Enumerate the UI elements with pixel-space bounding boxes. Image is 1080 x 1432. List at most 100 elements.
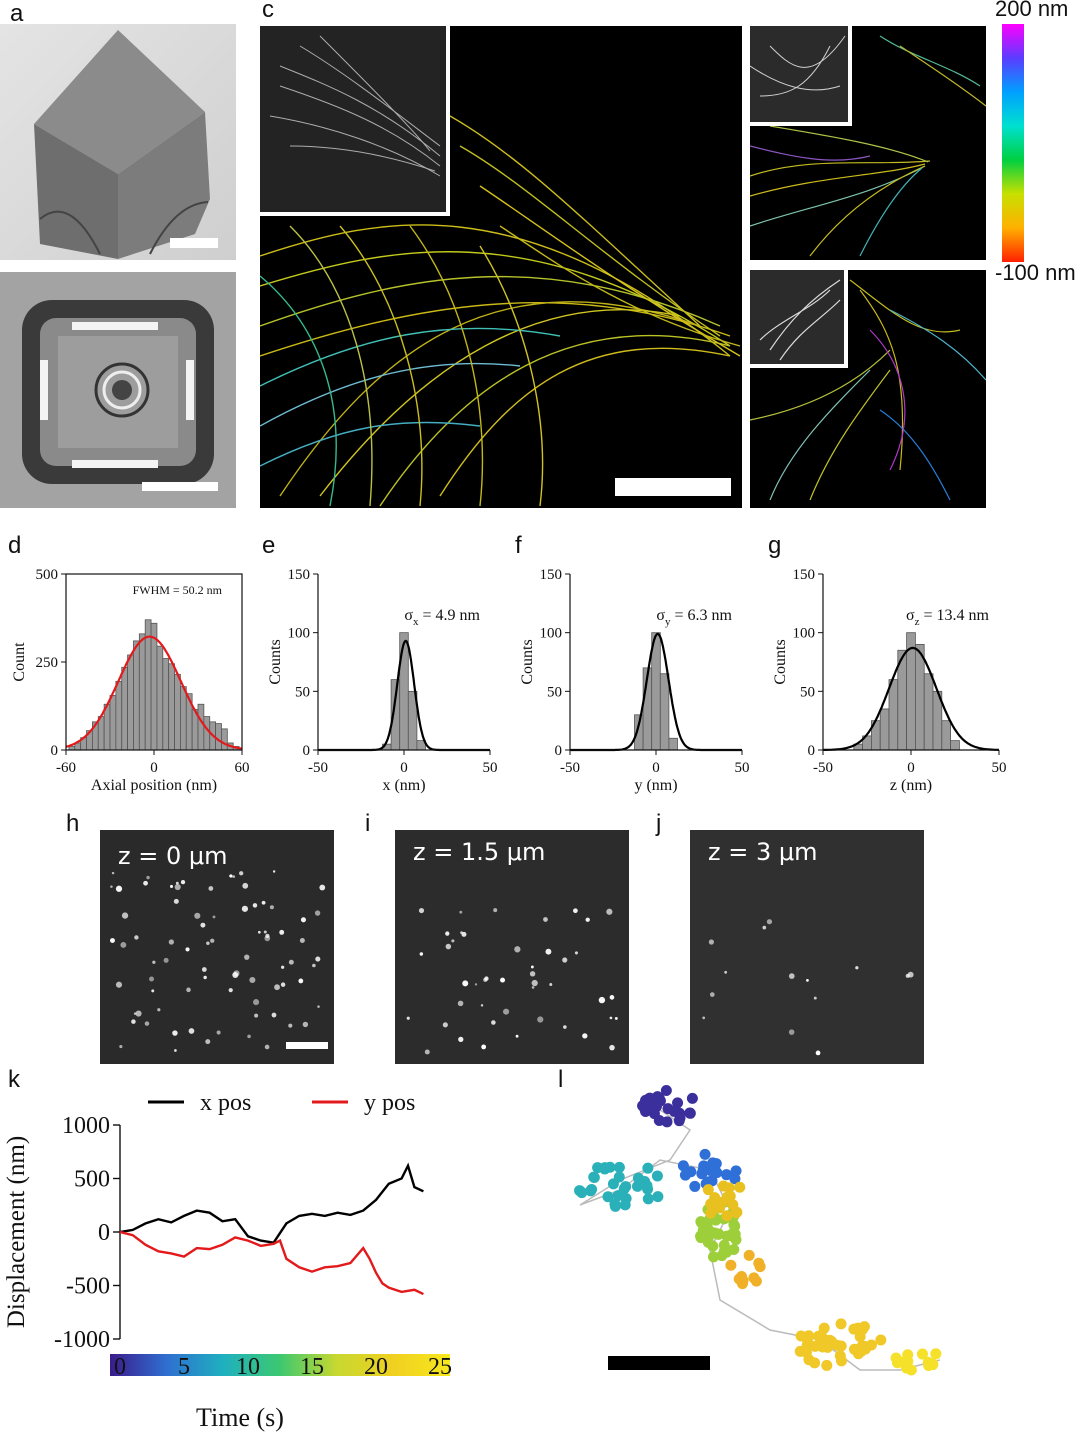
fluorescent-spot: [180, 880, 186, 885]
fluorescent-spot: [573, 908, 578, 914]
trajectory-point: [848, 1323, 860, 1335]
widefield-inset-bottom-right: [750, 270, 848, 368]
x-tick-label: 0: [907, 760, 915, 776]
fluorescent-spot: [288, 959, 294, 965]
y-tick-label: 1000: [62, 1113, 110, 1139]
fluorescent-spot: [201, 967, 207, 972]
fluorescent-spot: [598, 996, 606, 1004]
fluorescent-spot: [606, 908, 613, 915]
fluorescent-spot: [232, 875, 236, 879]
trajectory-point: [619, 1199, 631, 1211]
fluorescent-spot: [493, 908, 498, 913]
fluorescent-spot: [254, 1013, 259, 1018]
trajectory-point: [702, 1236, 714, 1248]
trajectory-point: [855, 1343, 867, 1355]
superres-image-main: [260, 26, 742, 508]
panel-label-a: a: [10, 0, 24, 27]
x-axis-label: Axial position (nm): [91, 777, 217, 794]
trajectory-point: [818, 1322, 830, 1334]
trajectory-point: [696, 1168, 708, 1180]
fluorescent-spot: [514, 946, 521, 953]
trajectory-point: [835, 1340, 847, 1352]
hist-bar: [109, 695, 117, 751]
trajectory-point: [720, 1169, 732, 1181]
fluorescent-spot: [200, 922, 206, 928]
x-tick-label: 50: [483, 760, 498, 776]
fluorescent-spot: [614, 1016, 618, 1020]
trajectory-point: [729, 1173, 741, 1185]
x-tick-label: 0: [400, 760, 408, 776]
z-label-j: z = 3 μm: [708, 838, 818, 866]
fluorescent-spot: [172, 1030, 178, 1036]
y-tick-label: 250: [36, 655, 59, 671]
x-tick-label: -50: [308, 760, 328, 776]
hist-bar: [215, 723, 222, 751]
fluorescent-spot: [120, 942, 127, 948]
trajectory-point: [835, 1318, 847, 1330]
y-tick-label: 0: [303, 743, 311, 759]
fluorescent-spot: [244, 954, 250, 960]
fluorescent-spot: [907, 971, 914, 978]
fluorescent-spot: [543, 917, 548, 922]
hist-bar: [174, 673, 181, 751]
fluorescent-spot: [151, 989, 155, 993]
fluorescent-spot: [474, 983, 478, 986]
y-tick-label: 100: [793, 626, 816, 642]
trajectory-point: [677, 1160, 689, 1172]
trajectory-plot: [574, 1084, 942, 1376]
y-axis-label: Count: [11, 642, 28, 682]
trajectory-point: [835, 1355, 847, 1367]
fluorescent-spot: [302, 1021, 309, 1028]
trajectory-point: [672, 1097, 684, 1109]
fluorescent-spot: [205, 1039, 211, 1045]
trajectory-point: [607, 1178, 619, 1190]
fluorescent-spot: [203, 975, 207, 980]
hist-bar: [879, 708, 890, 751]
trajectory-point: [725, 1259, 737, 1271]
fluorescent-spot: [788, 973, 795, 979]
fluorescent-spot: [228, 988, 233, 993]
fit-curve: [65, 635, 243, 750]
fluorescent-spot: [249, 976, 256, 984]
fluorescent-spot: [272, 870, 276, 873]
panel-label-g: g: [768, 532, 782, 559]
hist-bar: [133, 640, 140, 751]
x-tick-label: -50: [813, 760, 833, 776]
y-tick-label: -1000: [54, 1327, 110, 1353]
fluorescent-spot: [855, 966, 859, 970]
trajectory-point: [730, 1207, 742, 1219]
fluorescent-spot: [152, 960, 156, 964]
trajectory-point: [711, 1167, 723, 1179]
fluorescent-spot: [503, 1008, 510, 1015]
fluorescent-spot: [529, 971, 536, 977]
y-tick-label: -500: [66, 1274, 110, 1300]
fluorescent-spot: [269, 905, 274, 910]
sem-image-panel-a: [0, 24, 236, 260]
x-axis-label: x (nm): [382, 777, 425, 794]
fluorescent-spot: [146, 875, 150, 880]
fluorescent-spot: [457, 1000, 464, 1007]
trajectory-point: [875, 1334, 887, 1346]
trajectory-point: [721, 1191, 733, 1203]
trajectory-point: [702, 1176, 714, 1188]
trajectory-point: [644, 1092, 656, 1104]
trajectory-point: [716, 1250, 728, 1262]
fluorescent-spot: [460, 931, 463, 934]
fluorescent-spot: [232, 971, 239, 978]
trajectory-point: [642, 1193, 654, 1205]
trajectory-point: [660, 1084, 672, 1096]
fluorescent-spot: [253, 999, 260, 1006]
fluorescent-spot: [280, 982, 286, 987]
trajectory-point: [743, 1249, 755, 1261]
y-tick-label: 0: [98, 1220, 110, 1246]
superres-image-bottom-right: [750, 270, 986, 508]
fluorescent-spot: [299, 937, 305, 943]
fluorescent-spot: [806, 978, 809, 982]
fluorescent-spot: [563, 1025, 567, 1029]
hist-bar: [888, 679, 899, 751]
fluorescent-spot: [788, 1029, 795, 1035]
depth-colorbar: [1002, 24, 1024, 262]
hist-bar: [659, 673, 670, 751]
